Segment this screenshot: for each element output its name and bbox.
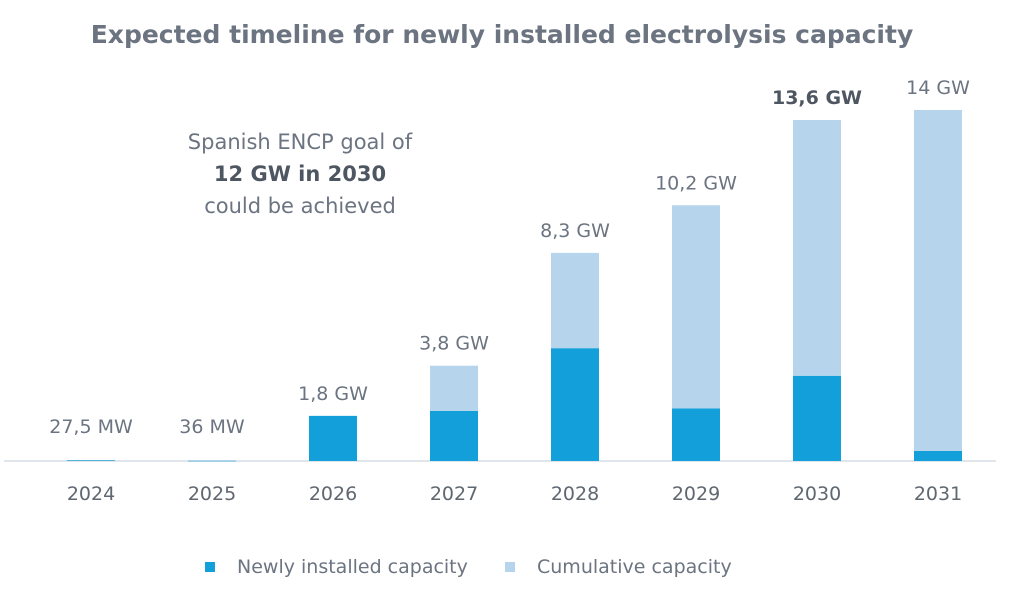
legend-label-cumulative: Cumulative capacity [537, 556, 732, 578]
bar-newly-installed-2027 [430, 410, 478, 461]
total-label-2029: 10,2 GW [655, 172, 737, 194]
x-tick-label-2029: 2029 [672, 483, 720, 505]
bar-cumulative-2029 [672, 205, 720, 409]
bar-cumulative-2028 [551, 252, 599, 349]
bar-newly-installed-2031 [914, 450, 962, 461]
total-label-2027: 3,8 GW [419, 333, 489, 355]
legend-swatch-newly-installed [205, 562, 215, 572]
total-label-2026: 1,8 GW [298, 383, 368, 405]
total-label-2031: 14 GW [906, 77, 970, 99]
x-tick-label-2025: 2025 [188, 483, 236, 505]
x-tick-label-2026: 2026 [309, 483, 357, 505]
total-label-2024: 27,5 MW [49, 416, 133, 438]
encp-goal-annotation: Spanish ENCP goal of 12 GW in 2030 could… [150, 126, 450, 222]
bar-newly-installed-2024 [67, 460, 115, 461]
bar-newly-installed-2030 [793, 375, 841, 461]
bar-newly-installed-2028 [551, 348, 599, 461]
legend-item-cumulative: Cumulative capacity [505, 556, 732, 578]
annotation-line-3: could be achieved [204, 194, 396, 218]
x-tick-label-2030: 2030 [793, 483, 841, 505]
bar-newly-installed-2025 [188, 460, 236, 462]
legend-item-newly-installed: Newly installed capacity [205, 556, 468, 578]
bar-cumulative-2027 [430, 365, 478, 411]
bar-newly-installed-2026 [309, 415, 357, 461]
bar-newly-installed-2029 [672, 408, 720, 461]
legend-label-newly-installed: Newly installed capacity [237, 556, 468, 578]
x-tick-label-2031: 2031 [914, 483, 962, 505]
x-tick-label-2024: 2024 [67, 483, 115, 505]
total-label-2030: 13,6 GW [772, 87, 862, 109]
total-label-2028: 8,3 GW [540, 220, 610, 242]
bar-cumulative-2030 [793, 120, 841, 376]
x-tick-label-2028: 2028 [551, 483, 599, 505]
bar-cumulative-2031 [914, 110, 962, 451]
x-tick-label-2027: 2027 [430, 483, 478, 505]
chart-title: Expected timeline for newly installed el… [90, 20, 914, 49]
annotation-line-1: Spanish ENCP goal of [187, 130, 413, 154]
chart-legend: Newly installed capacity Cumulative capa… [0, 556, 1024, 582]
total-label-2025: 36 MW [179, 416, 245, 438]
bar-cumulative-2025 [188, 460, 236, 461]
annotation-line-2: 12 GW in 2030 [213, 162, 387, 186]
legend-swatch-cumulative [505, 562, 515, 572]
